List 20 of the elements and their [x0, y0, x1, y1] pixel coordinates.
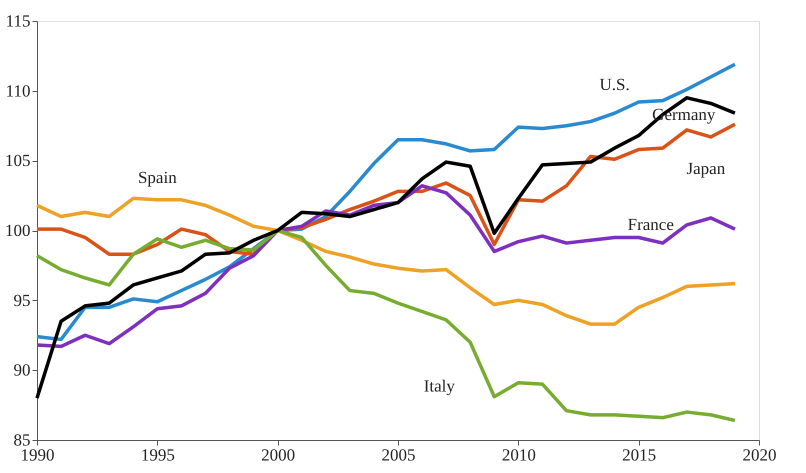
annotation: Spain: [138, 168, 178, 187]
annotation: U.S.: [599, 75, 630, 94]
annotation: France: [628, 215, 674, 234]
x-tick-label: 2005: [382, 446, 416, 464]
line-series: [35, 196, 737, 326]
y-tick-label: 115: [6, 12, 30, 30]
y-tick-label: 95: [14, 290, 30, 310]
y-tick-label: 100: [5, 221, 30, 240]
line-series: [35, 96, 737, 400]
x-tick-label: 1995: [140, 446, 175, 464]
x-tick-label: 2000: [261, 446, 296, 464]
y-tick-label: 105: [5, 151, 30, 170]
y-tick-label: 90: [14, 360, 30, 380]
x-tick-label: 2010: [502, 446, 536, 464]
annotation: Italy: [424, 376, 456, 396]
y-tick-label: 110: [6, 81, 30, 100]
x-tick-label: 2015: [622, 446, 656, 464]
annotation: Japan: [686, 158, 726, 178]
line-series: [35, 228, 737, 422]
x-tick-label: 2020: [742, 446, 776, 464]
